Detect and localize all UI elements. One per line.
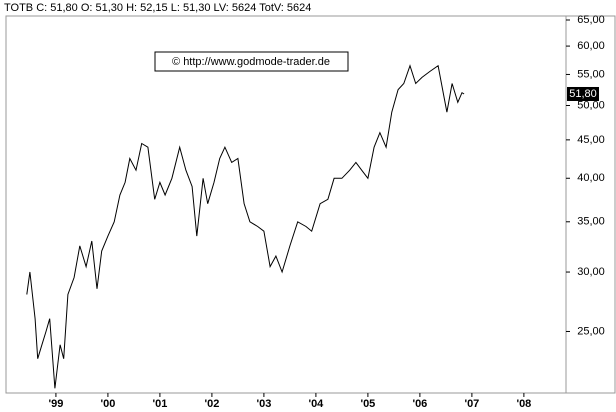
x-tick-label: '04 <box>308 398 324 410</box>
y-tick-label: 50,00 <box>577 99 605 111</box>
x-tick-label: '01 <box>152 398 167 410</box>
y-tick-label: 30,00 <box>577 266 605 278</box>
price-line <box>26 64 465 389</box>
header: TOTB C: 51,80 O: 51,30 H: 52,15 L: 51,30… <box>4 2 311 14</box>
y-tick-label: 45,00 <box>577 134 605 146</box>
x-tick-label: '03 <box>256 398 271 410</box>
y-tick-label: 65,00 <box>577 14 605 26</box>
x-tick-label: '00 <box>100 398 115 410</box>
x-tick-label: '02 <box>204 398 219 410</box>
watermark: © http://www.godmode-trader.de <box>172 56 330 68</box>
y-tick-label: 25,00 <box>577 325 605 337</box>
x-tick-label: '08 <box>516 398 531 410</box>
last-price-box <box>567 86 599 101</box>
x-tick-label: '05 <box>360 398 375 410</box>
x-tick-label: '99 <box>48 398 63 410</box>
last-price-label: 51,80 <box>569 88 597 100</box>
y-tick-label: 60,00 <box>577 40 605 52</box>
y-tick-label: 35,00 <box>577 216 605 228</box>
x-tick-label: '06 <box>412 398 427 410</box>
watermark-box <box>154 51 349 72</box>
axis-frame <box>565 15 616 394</box>
y-tick-label: 55,00 <box>577 68 605 80</box>
x-tick-label: '07 <box>464 398 479 410</box>
y-tick-label: 40,00 <box>577 172 605 184</box>
